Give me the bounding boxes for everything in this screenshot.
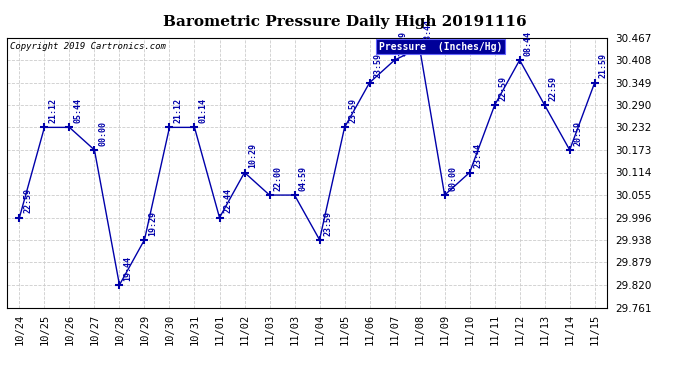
Text: 00:00: 00:00 — [448, 166, 457, 191]
Text: 10:29: 10:29 — [248, 143, 257, 168]
Text: 22:59: 22:59 — [549, 76, 558, 101]
Text: Copyright 2019 Cartronics.com: Copyright 2019 Cartronics.com — [10, 42, 166, 51]
Text: 23:59: 23:59 — [324, 211, 333, 236]
Text: 21:59: 21:59 — [599, 54, 608, 78]
Text: 20:59: 20:59 — [574, 121, 583, 146]
Text: 21:12: 21:12 — [174, 98, 183, 123]
Text: 22:59: 22:59 — [499, 76, 508, 101]
Text: 22:00: 22:00 — [274, 166, 283, 191]
Text: 23:59: 23:59 — [348, 98, 357, 123]
Text: 04:59: 04:59 — [299, 166, 308, 191]
Text: 01:14: 01:14 — [199, 98, 208, 123]
Text: 00:00: 00:00 — [99, 121, 108, 146]
Text: 19:29: 19:29 — [148, 211, 157, 236]
Text: 19:44: 19:44 — [124, 256, 132, 281]
Text: 20:59: 20:59 — [399, 31, 408, 56]
Text: Pressure  (Inches/Hg): Pressure (Inches/Hg) — [379, 42, 502, 51]
Text: Barometric Pressure Daily High 20191116: Barometric Pressure Daily High 20191116 — [164, 15, 526, 29]
Text: 22:59: 22:59 — [23, 189, 32, 213]
Text: 23:44: 23:44 — [474, 143, 483, 168]
Text: 08:44: 08:44 — [524, 31, 533, 56]
Text: 22:44: 22:44 — [224, 189, 233, 213]
Text: 23:59: 23:59 — [374, 54, 383, 78]
Text: 21:12: 21:12 — [48, 98, 57, 123]
Text: 08:44: 08:44 — [424, 19, 433, 44]
Text: 05:44: 05:44 — [74, 98, 83, 123]
